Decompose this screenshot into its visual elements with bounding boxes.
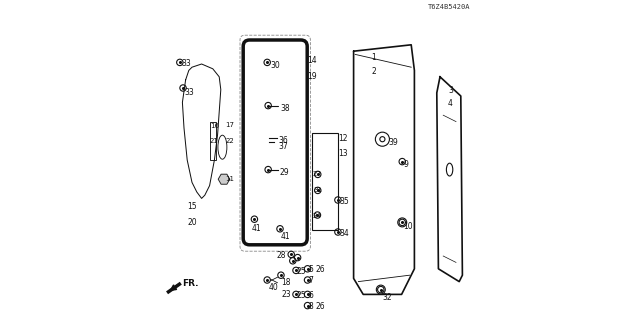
Text: 25: 25 (297, 291, 307, 300)
Text: 14: 14 (307, 56, 317, 65)
Text: 20: 20 (187, 218, 197, 227)
Text: 15: 15 (187, 202, 197, 211)
Text: T6Z4B5420A: T6Z4B5420A (428, 4, 470, 10)
Text: 37: 37 (278, 142, 288, 151)
Text: 29: 29 (279, 168, 289, 177)
Text: 41: 41 (251, 224, 261, 233)
Text: 40: 40 (269, 283, 278, 292)
Text: 3: 3 (448, 86, 453, 95)
Text: 39: 39 (388, 138, 398, 147)
Text: 32: 32 (383, 293, 392, 302)
Text: 19: 19 (307, 72, 317, 81)
Text: 30: 30 (270, 61, 280, 70)
Text: 7: 7 (308, 276, 313, 285)
Text: 26: 26 (316, 302, 326, 311)
Bar (312, 133, 338, 230)
Text: 25: 25 (297, 267, 307, 276)
Text: 31: 31 (313, 187, 322, 193)
Text: 23: 23 (282, 290, 291, 299)
Text: 22: 22 (226, 138, 234, 144)
Text: 34: 34 (339, 229, 349, 238)
Text: 10: 10 (403, 222, 413, 231)
Text: 18: 18 (282, 278, 291, 287)
Text: 9: 9 (403, 160, 408, 169)
Text: 26: 26 (316, 265, 326, 274)
Text: 16: 16 (210, 123, 219, 129)
Text: 8: 8 (308, 302, 313, 311)
Text: 41: 41 (281, 232, 291, 241)
Polygon shape (218, 174, 230, 184)
Text: 12: 12 (339, 134, 348, 143)
Text: 38: 38 (280, 104, 290, 113)
Text: 2: 2 (371, 67, 376, 76)
Text: FR.: FR. (182, 279, 199, 288)
Text: 21: 21 (210, 138, 219, 144)
Text: 17: 17 (226, 122, 235, 128)
Text: 13: 13 (339, 149, 348, 158)
Text: 1: 1 (371, 53, 376, 62)
Text: 27: 27 (313, 171, 322, 177)
Text: 11: 11 (226, 176, 235, 182)
Text: 36: 36 (278, 136, 288, 145)
Text: 28: 28 (277, 251, 286, 260)
Text: 33: 33 (181, 59, 191, 68)
Text: 5: 5 (308, 265, 313, 274)
Text: 6: 6 (308, 291, 313, 300)
Text: 24: 24 (313, 213, 322, 219)
Text: 4: 4 (448, 99, 453, 108)
Text: 33: 33 (184, 88, 194, 97)
Text: 35: 35 (339, 197, 349, 206)
